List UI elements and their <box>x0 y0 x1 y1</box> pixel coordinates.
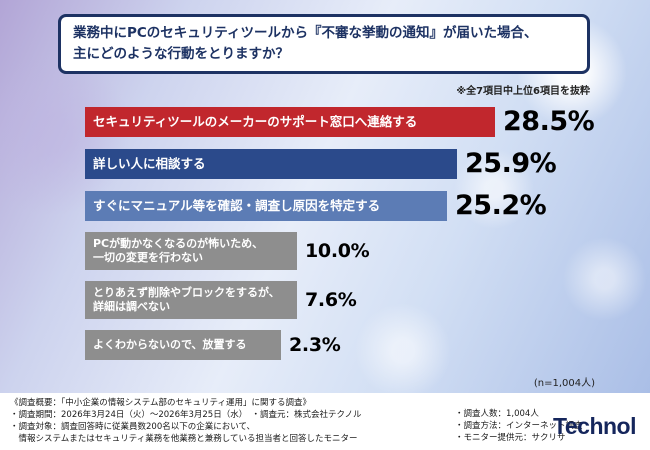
bar-row: セキュリティツールのメーカーのサポート窓口へ連絡する 28.5% <box>85 106 645 137</box>
bar-value: 28.5% <box>503 106 595 137</box>
sample-size-note: (n=1,004人) <box>533 378 595 389</box>
bar: 詳しい人に相談する <box>85 148 457 179</box>
bar: とりあえず削除やブロックをするが、 詳細は調べない <box>85 281 297 319</box>
bar-value: 25.9% <box>465 148 557 179</box>
bar-label: とりあえず削除やブロックをするが、 詳細は調べない <box>93 286 280 313</box>
bar-value: 25.2% <box>455 190 547 221</box>
survey-overview-line: ・調査対象：調査回答時に従業員数200名以下の企業において、 <box>10 421 256 432</box>
survey-overview-right: ・調査人数：1,004人 ・調査方法：インターネット調査 ・モニター提供元：サク… <box>455 409 585 445</box>
bar-label: すぐにマニュアル等を確認・調査し原因を特定する <box>93 197 381 213</box>
bar: よくわからないので、放置する <box>85 330 281 360</box>
bar-chart: セキュリティツールのメーカーのサポート窓口へ連絡する 28.5% 詳しい人に相談… <box>85 106 645 360</box>
bar-label: PCが動かなくなるのが怖いため、 一切の変更を行わない <box>93 237 264 264</box>
bar-value: 2.3% <box>289 334 341 356</box>
survey-overview-line: 《調査概要：「中小企業の情報システム部のセキュリティ運用」に関する調査》 <box>10 398 311 408</box>
survey-overview-left: 《調査概要：「中小企業の情報システム部のセキュリティ運用」に関する調査》 ・調査… <box>10 398 450 446</box>
bar: PCが動かなくなるのが怖いため、 一切の変更を行わない <box>85 232 297 270</box>
bar: すぐにマニュアル等を確認・調査し原因を特定する <box>85 190 447 221</box>
bar-label: セキュリティツールのメーカーのサポート窓口へ連絡する <box>93 113 418 129</box>
bar-label: よくわからないので、放置する <box>93 338 247 352</box>
survey-overview-line: 情報システムまたはセキュリティ業務を他業務と兼務している担当者と回答したモニター <box>10 433 358 444</box>
bar: セキュリティツールのメーカーのサポート窓口へ連絡する <box>85 106 495 137</box>
bar-row: 詳しい人に相談する 25.9% <box>85 148 645 179</box>
bar-row: よくわからないので、放置する 2.3% <box>85 330 645 360</box>
bar-row: とりあえず削除やブロックをするが、 詳細は調べない 7.6% <box>85 281 645 319</box>
survey-overview-footer: 《調査概要：「中小企業の情報システム部のセキュリティ運用」に関する調査》 ・調査… <box>0 393 650 450</box>
survey-overview-line: ・モニター提供元：サクリサ <box>455 432 566 443</box>
survey-overview-line: ・調査期間：2026年3月24日（火）～2026年3月25日（水） ・調査元：株… <box>10 409 362 420</box>
survey-overview-line: ・調査方法：インターネット調査 <box>455 420 583 431</box>
bar-value: 10.0% <box>305 240 370 262</box>
survey-question-title: 業務中にPCのセキュリティツールから『不審な挙動の通知』が届いた場合、 主にどの… <box>73 25 538 62</box>
bar-value: 7.6% <box>305 289 357 311</box>
bar-label: 詳しい人に相談する <box>93 155 206 171</box>
bar-row: PCが動かなくなるのが怖いため、 一切の変更を行わない 10.0% <box>85 232 645 270</box>
excerpt-note: ※全7項目中上位6項目を抜粋 <box>456 86 590 97</box>
survey-question-box: 業務中にPCのセキュリティツールから『不審な挙動の通知』が届いた場合、 主にどの… <box>58 14 590 74</box>
bar-row: すぐにマニュアル等を確認・調査し原因を特定する 25.2% <box>85 190 645 221</box>
survey-overview-line: ・調査人数：1,004人 <box>455 409 539 419</box>
technol-logo: Technol <box>553 412 636 439</box>
